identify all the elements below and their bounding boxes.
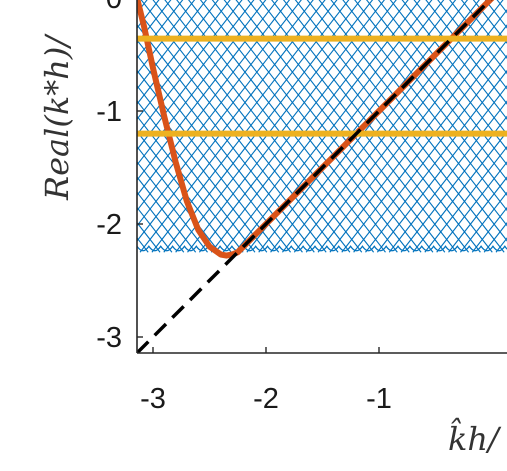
x-tick-label: -3: [140, 383, 166, 415]
mesh-line: [137, 0, 160, 29]
mesh-line: [137, 0, 196, 75]
mesh-line: [424, 145, 507, 253]
mesh-line: [460, 0, 507, 60]
mesh-line: [137, 0, 279, 182]
dashed-reference-line: [137, 0, 493, 353]
mesh-line: [137, 0, 255, 151]
mesh-line: [163, 0, 362, 253]
mesh-line: [365, 69, 507, 253]
mesh-line: [137, 0, 302, 212]
mesh-line: [210, 0, 409, 253]
mesh-bottom-edge: [137, 245, 507, 252]
x-tick-label: -1: [366, 383, 392, 415]
mesh-line: [400, 115, 507, 253]
mesh-line: [137, 145, 220, 253]
mesh-line: [137, 0, 314, 227]
mesh-line: [137, 191, 185, 253]
mesh-line: [0, 0, 160, 252]
mesh-line: [412, 130, 507, 253]
mesh-line: [449, 0, 507, 75]
mesh-line: [175, 0, 374, 253]
mesh-line: [388, 100, 507, 253]
mesh-line: [234, 0, 433, 253]
y-tick-label: -2: [96, 209, 122, 241]
mesh-line: [341, 39, 507, 253]
mesh-line: [317, 9, 507, 253]
mesh-line: [222, 0, 421, 253]
mesh-line: [137, 0, 172, 45]
x-tick-label: -2: [253, 383, 279, 415]
mesh-line: [137, 0, 231, 121]
y-axis-label: Real(k*h)/: [38, 33, 76, 201]
mesh-line: [151, 0, 350, 253]
mesh-line: [329, 24, 507, 253]
mesh-line: [137, 0, 326, 242]
y-tick-label: -1: [96, 96, 122, 128]
mesh-line: [448, 176, 507, 253]
mesh-line: [137, 0, 207, 90]
mesh-line: [139, 0, 338, 253]
blue-mesh-region: [0, 0, 507, 253]
mesh-line: [436, 161, 507, 253]
mesh-line: [258, 0, 457, 253]
tick-labels: -3 -2 -1 0 -1 -2 -3: [96, 0, 392, 415]
mesh-line: [137, 221, 161, 253]
mesh-line: [137, 0, 219, 105]
mesh-line: [305, 0, 504, 253]
mesh-line: [282, 0, 480, 253]
x-axis-label: k̂h/: [448, 417, 502, 458]
plot-lines: [137, 0, 507, 353]
y-tick-label: -3: [96, 322, 122, 354]
mesh-line: [353, 54, 507, 253]
mesh-line: [198, 0, 397, 253]
mesh-line: [187, 0, 385, 253]
y-tick-label: 0: [106, 0, 122, 15]
mesh-line: [137, 0, 184, 60]
mesh-line: [137, 115, 244, 253]
axes: [136, 0, 507, 354]
mesh-line: [472, 0, 507, 44]
mesh-line: [496, 0, 507, 14]
mesh-line: [137, 130, 232, 253]
mesh-line: [137, 0, 267, 166]
mesh-line: [137, 0, 148, 14]
mesh-line: [137, 160, 208, 253]
mesh-line: [137, 176, 197, 253]
mesh-line: [459, 191, 507, 253]
mesh-line: [137, 0, 291, 197]
mesh-line: [437, 0, 507, 90]
mesh-line: [376, 85, 507, 253]
